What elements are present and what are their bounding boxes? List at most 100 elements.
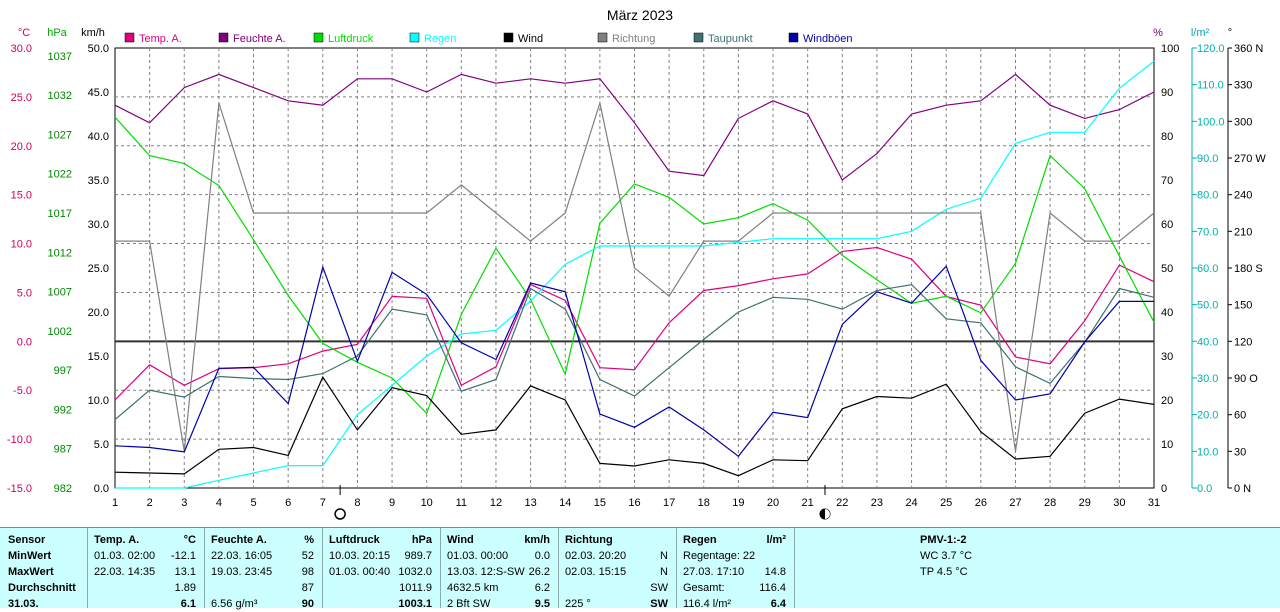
x-tick-label: 3 [181,497,187,509]
series-line-temp-a- [114,246,1155,401]
stats-cell-value: 87 [301,582,314,594]
series-line-luftdruck [114,116,1155,415]
stats-col-temp: Temp. A. °C 01.03. 02:00 -12.1 22.03. 14:35 1… [88,528,205,610]
stats-cell-value: N [660,566,668,578]
legend-label: Wind [518,33,543,45]
y-tick-temp: 10.0 [11,239,32,251]
legend-label: Windböen [803,33,853,45]
stats-cell-value: 6.2 [534,582,550,594]
y-tick-rain: 110.0 [1197,80,1224,92]
y-tick-pressure: 1022 [48,169,72,181]
stats-cell-when: 22.03. 16:05 [211,550,273,562]
stats-label-max: MaxWert [8,566,54,578]
stats-cell-value: 1.89 [174,582,196,594]
stats-cell-value: 13.1 [174,566,196,578]
stats-cell-value: 6.4 [770,598,786,610]
stats-col-press: Luftdruck hPa 10.03. 20:15 989.7 01.03. 00:4… [323,528,441,610]
y-tick-rain: 90.0 [1197,153,1218,165]
stats-col-sensor: Sensor MinWert MaxWert Durchschnitt 31.0… [0,528,88,610]
y-tick-temp: 20.0 [11,141,32,153]
y-tick-wind: 10.0 [88,395,109,407]
y-tick-direction: 120 [1234,336,1252,348]
stats-unit: % [304,534,314,546]
stats-cell-value: 6.1 [180,598,196,610]
legend-swatch [597,32,608,43]
x-tick-label: 9 [389,497,395,509]
x-tick-label: 24 [905,497,917,509]
pmv-dewpoint: TP 4.5 °C [920,566,968,578]
stats-cell-when: 22.03. 14:35 [94,566,156,578]
y-tick-temp: -10.0 [7,434,32,446]
y-tick-rain: 120.0 [1197,43,1225,55]
x-tick-label: 17 [663,497,675,509]
y-tick-pressure: 997 [54,365,72,377]
y-tick-temp: -5.0 [13,385,32,397]
x-tick-label: 21 [802,497,814,509]
x-tick-label: 16 [628,497,640,509]
stats-header: Feuchte A. [211,534,267,546]
stats-cell-value: 14.8 [764,566,786,578]
stats-cell-value: SW [650,582,668,594]
stats-cell-when: 10.03. 20:15 [329,550,391,562]
y-tick-humidity: 20 [1161,395,1173,407]
stats-unit: °C [183,534,196,546]
y-tick-temp: -15.0 [7,483,32,495]
stats-cell-value: SW [650,598,668,610]
stats-header: Wind [447,534,474,546]
y-tick-wind: 15.0 [88,351,109,363]
x-tick-label: 30 [1113,497,1125,509]
pmv-head: PMV-1:-2 [920,534,967,546]
stats-cell-value: 116.4 [759,582,786,594]
pmv-windchill: WC 3.7 °C [920,550,973,562]
y-tick-pressure: 1037 [48,51,72,63]
y-tick-rain: 0.0 [1197,483,1212,495]
axis-unit-temp: °C [18,27,30,39]
series-line-regen [115,60,1155,489]
stats-col-rain: Regen l/m² Regentage: 22 27.03. 17:10 14.8 Ge… [677,528,795,610]
x-tick-label: 12 [490,497,502,509]
series-line-richtung [115,100,1155,452]
y-tick-wind: 20.0 [88,307,109,319]
legend-swatch [693,32,704,43]
stats-header: Luftdruck [329,534,380,546]
stats-cell-value: 52 [301,550,314,562]
y-tick-direction: 270 W [1234,153,1266,165]
stats-cell-when: Gesamt: [683,582,725,594]
y-tick-pressure: 992 [54,404,72,416]
stats-cell-value: 1032.0 [398,566,432,578]
legend-swatch [409,32,420,43]
y-tick-humidity: 90 [1161,87,1173,99]
stats-cell-when: 01.03. 00:40 [329,566,391,578]
y-tick-temp: 25.0 [11,92,32,104]
y-tick-temp: 0.0 [17,336,32,348]
y-tick-rain: 10.0 [1197,446,1218,458]
stats-cell-when: 27.03. 17:10 [683,566,745,578]
stats-unit: l/m² [766,534,786,546]
stats-label-avg: Durchschnitt [8,582,76,594]
stats-label-current: 31.03. [8,598,39,610]
x-tick-label: 8 [354,497,360,509]
stats-cell-value: 26.2 [528,566,550,578]
stats-cell-value: 1011.9 [399,582,432,594]
y-tick-humidity: 60 [1161,219,1173,231]
series-line-wind [114,375,1155,477]
stats-cell-value: -12.1 [170,550,196,562]
y-tick-pressure: 1012 [48,247,72,259]
y-tick-temp: 15.0 [11,190,32,202]
x-tick-label: 5 [250,497,256,509]
y-tick-direction: 360 N [1234,43,1263,55]
y-tick-wind: 30.0 [88,219,109,231]
x-tick-label: 19 [732,497,744,509]
legend-label: Luftdruck [328,33,374,45]
y-tick-rain: 30.0 [1197,373,1218,385]
x-tick-label: 11 [456,497,467,509]
y-tick-humidity: 50 [1161,263,1173,275]
y-tick-wind: 50.0 [88,43,109,55]
y-tick-direction: 210 [1234,226,1252,238]
y-tick-rain: 20.0 [1197,410,1218,422]
y-tick-humidity: 80 [1161,131,1173,143]
y-tick-wind: 35.0 [88,175,109,187]
stats-cell-value: 989.7 [404,550,432,562]
half-moon-light [824,509,830,519]
